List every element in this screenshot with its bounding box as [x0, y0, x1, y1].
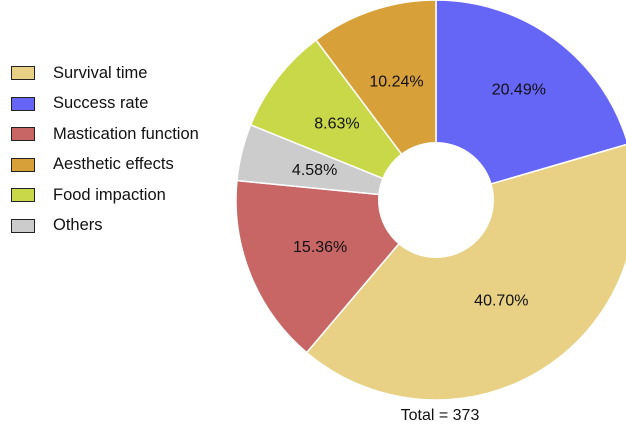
legend-item-mastication-function: Mastication function [11, 119, 199, 150]
data-label-aesthetic-effects: 10.24% [369, 73, 423, 90]
legend-swatch [11, 66, 35, 81]
legend-item-survival-time: Survival time [11, 58, 199, 89]
legend-swatch [11, 127, 35, 142]
legend-swatch [11, 157, 35, 172]
data-label-mastication-function: 15.36% [293, 239, 347, 256]
legend-swatch [11, 96, 35, 111]
legend-label: Mastication function [53, 124, 199, 143]
legend-swatch [11, 218, 35, 233]
legend-item-others: Others [11, 211, 199, 242]
donut-hole [378, 142, 494, 258]
legend-swatch [11, 188, 35, 203]
legend-label: Success rate [53, 94, 149, 113]
legend-item-aesthetic-effects: Aesthetic effects [11, 150, 199, 181]
data-label-success-rate: 20.49% [492, 82, 546, 99]
legend: Survival time Success rate Mastication fun… [11, 58, 199, 241]
slice-survival-time [305, 143, 626, 401]
legend-label: Others [53, 216, 103, 235]
legend-item-success-rate: Success rate [11, 89, 199, 120]
slice-success-rate [435, 0, 626, 201]
data-label-food-impaction: 8.63% [314, 116, 359, 133]
data-label-others: 4.58% [292, 162, 337, 179]
total-annotation: Total = 373 [400, 407, 480, 424]
data-label-survival-time: 40.70% [474, 293, 528, 310]
legend-item-food-impaction: Food impaction [11, 180, 199, 211]
legend-label: Food impaction [53, 185, 166, 204]
slice-food-impaction [249, 38, 439, 202]
legend-label: Aesthetic effects [53, 155, 174, 174]
slice-aesthetic-effects [314, 0, 437, 203]
legend-label: Survival time [53, 63, 148, 82]
